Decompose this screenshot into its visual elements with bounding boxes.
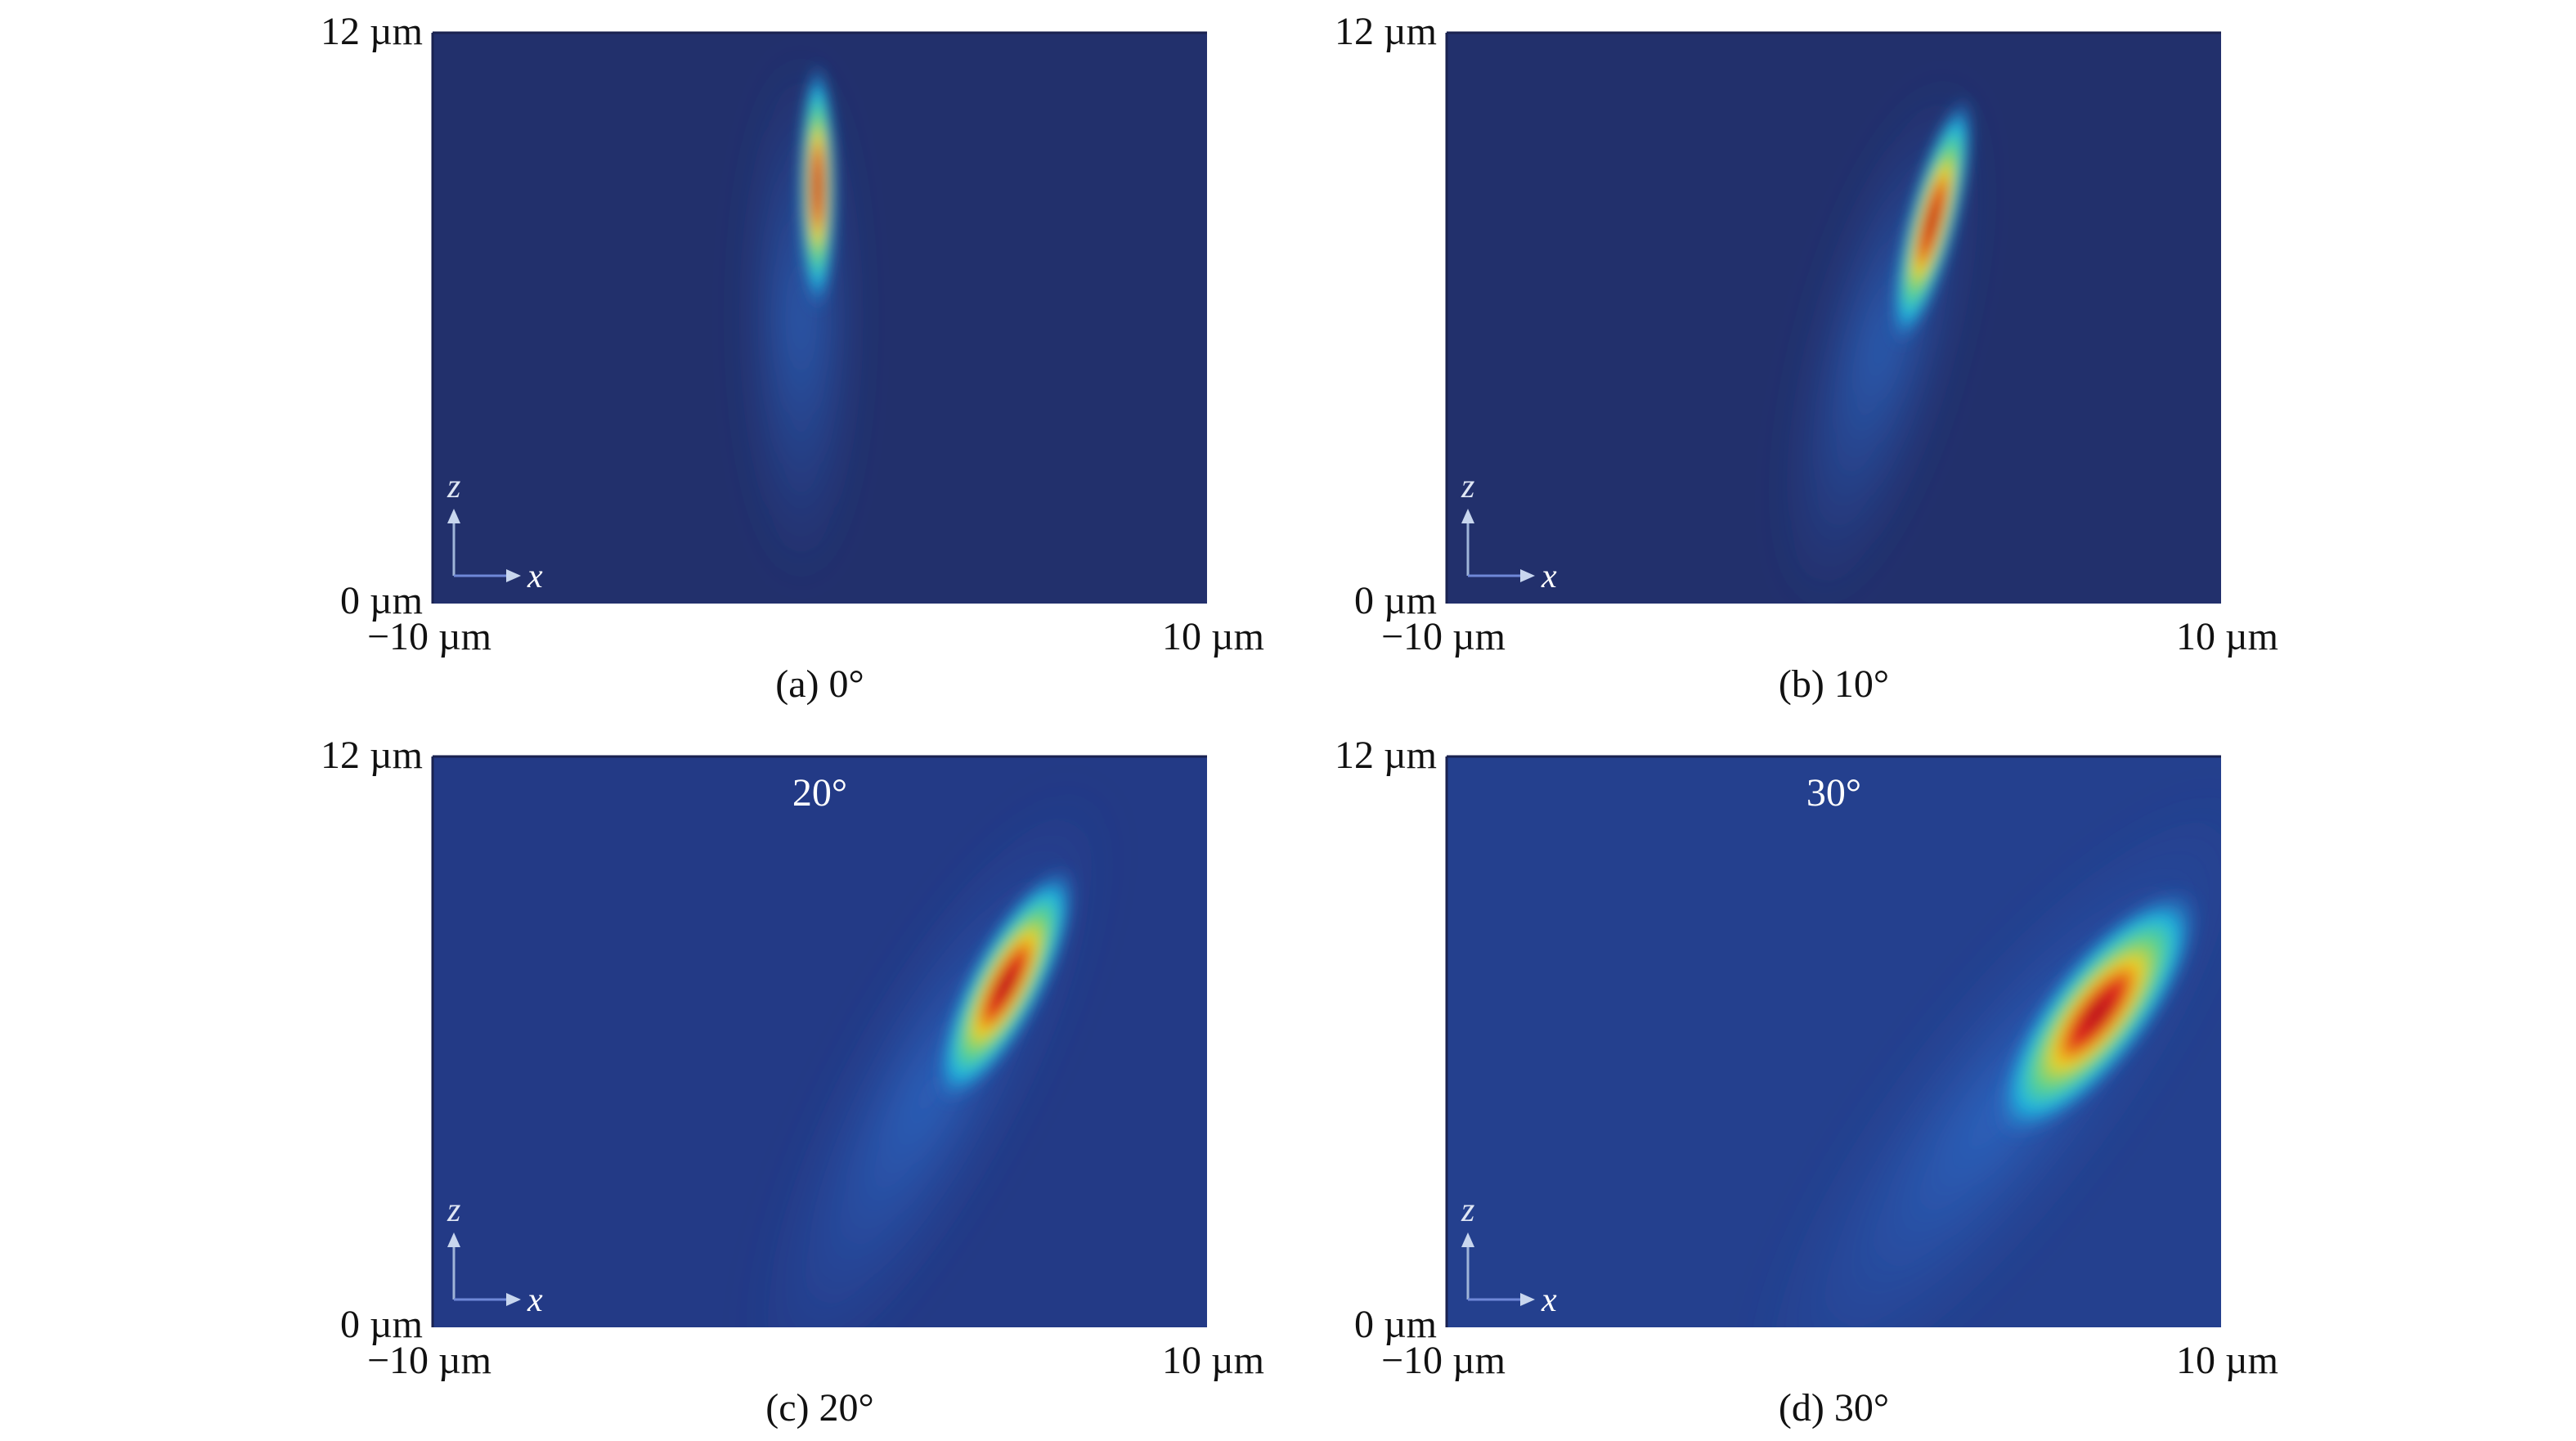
y-bottom-label: 0 µm [1354, 1303, 1437, 1346]
z-axis-label: z [447, 468, 460, 505]
heatmap-field [1748, 790, 2221, 1327]
panel: 12 µm 0 µm−10 µm 10 µm (b) 10° z x [1335, 10, 2278, 706]
y-top-label: 12 µm [1335, 10, 1437, 53]
x-left-label: −10 µm [367, 615, 491, 658]
angle-label: 30° [1806, 771, 1861, 815]
x-right-label: 10 µm [2176, 1339, 2278, 1382]
y-top-label: 12 µm [1335, 734, 1437, 777]
z-arrowhead [1461, 1232, 1474, 1247]
x-right-label: 10 µm [2176, 615, 2278, 658]
x-right-label: 10 µm [1162, 615, 1264, 658]
x-left-label: −10 µm [1381, 1339, 1506, 1382]
x-arrowhead [1520, 1293, 1535, 1306]
x-arrowhead [1520, 569, 1535, 582]
angle-label: 20° [792, 771, 847, 815]
x-left-label: −10 µm [1381, 615, 1506, 658]
beam-focus [797, 60, 837, 314]
z-arrowhead [447, 1232, 460, 1247]
caption: (c) 20° [765, 1386, 873, 1430]
heatmap-field [1781, 74, 1984, 604]
caption: (b) 10° [1779, 662, 1889, 706]
caption: (d) 30° [1779, 1386, 1889, 1430]
z-axis-label: z [1461, 468, 1474, 505]
y-top-label: 12 µm [321, 734, 423, 777]
x-arrowhead [506, 569, 521, 582]
y-bottom-label: 0 µm [1354, 579, 1437, 622]
x-axis-label: x [1541, 1282, 1557, 1319]
z-axis-label: z [1461, 1192, 1474, 1229]
x-axis-label: x [1541, 558, 1557, 595]
x-right-label: 10 µm [1162, 1339, 1264, 1382]
panel: 12 µm 0 µm−10 µm 10 µm (c) 20° 20° z x [321, 734, 1264, 1430]
beam-focus [1992, 887, 2202, 1141]
z-axis-label: z [447, 1192, 460, 1229]
beam-focus [933, 864, 1079, 1106]
x-left-label: −10 µm [367, 1339, 491, 1382]
z-arrowhead [1461, 509, 1474, 523]
x-axis-label: x [527, 1282, 543, 1319]
x-axis-label: x [527, 558, 543, 595]
heatmap-field [743, 47, 859, 588]
y-bottom-label: 0 µm [340, 1303, 423, 1346]
caption: (a) 0° [775, 662, 864, 706]
y-top-label: 12 µm [321, 10, 423, 53]
heatmap-field [750, 786, 1110, 1327]
y-bottom-label: 0 µm [340, 579, 423, 622]
beam-focus [1890, 94, 1975, 348]
panel: 12 µm 0 µm−10 µm 10 µm (a) 0° z x [321, 10, 1264, 706]
panel: 12 µm 0 µm−10 µm 10 µm (d) 30° 30° z x [1335, 734, 2278, 1430]
x-arrowhead [506, 1293, 521, 1306]
z-arrowhead [447, 509, 460, 523]
